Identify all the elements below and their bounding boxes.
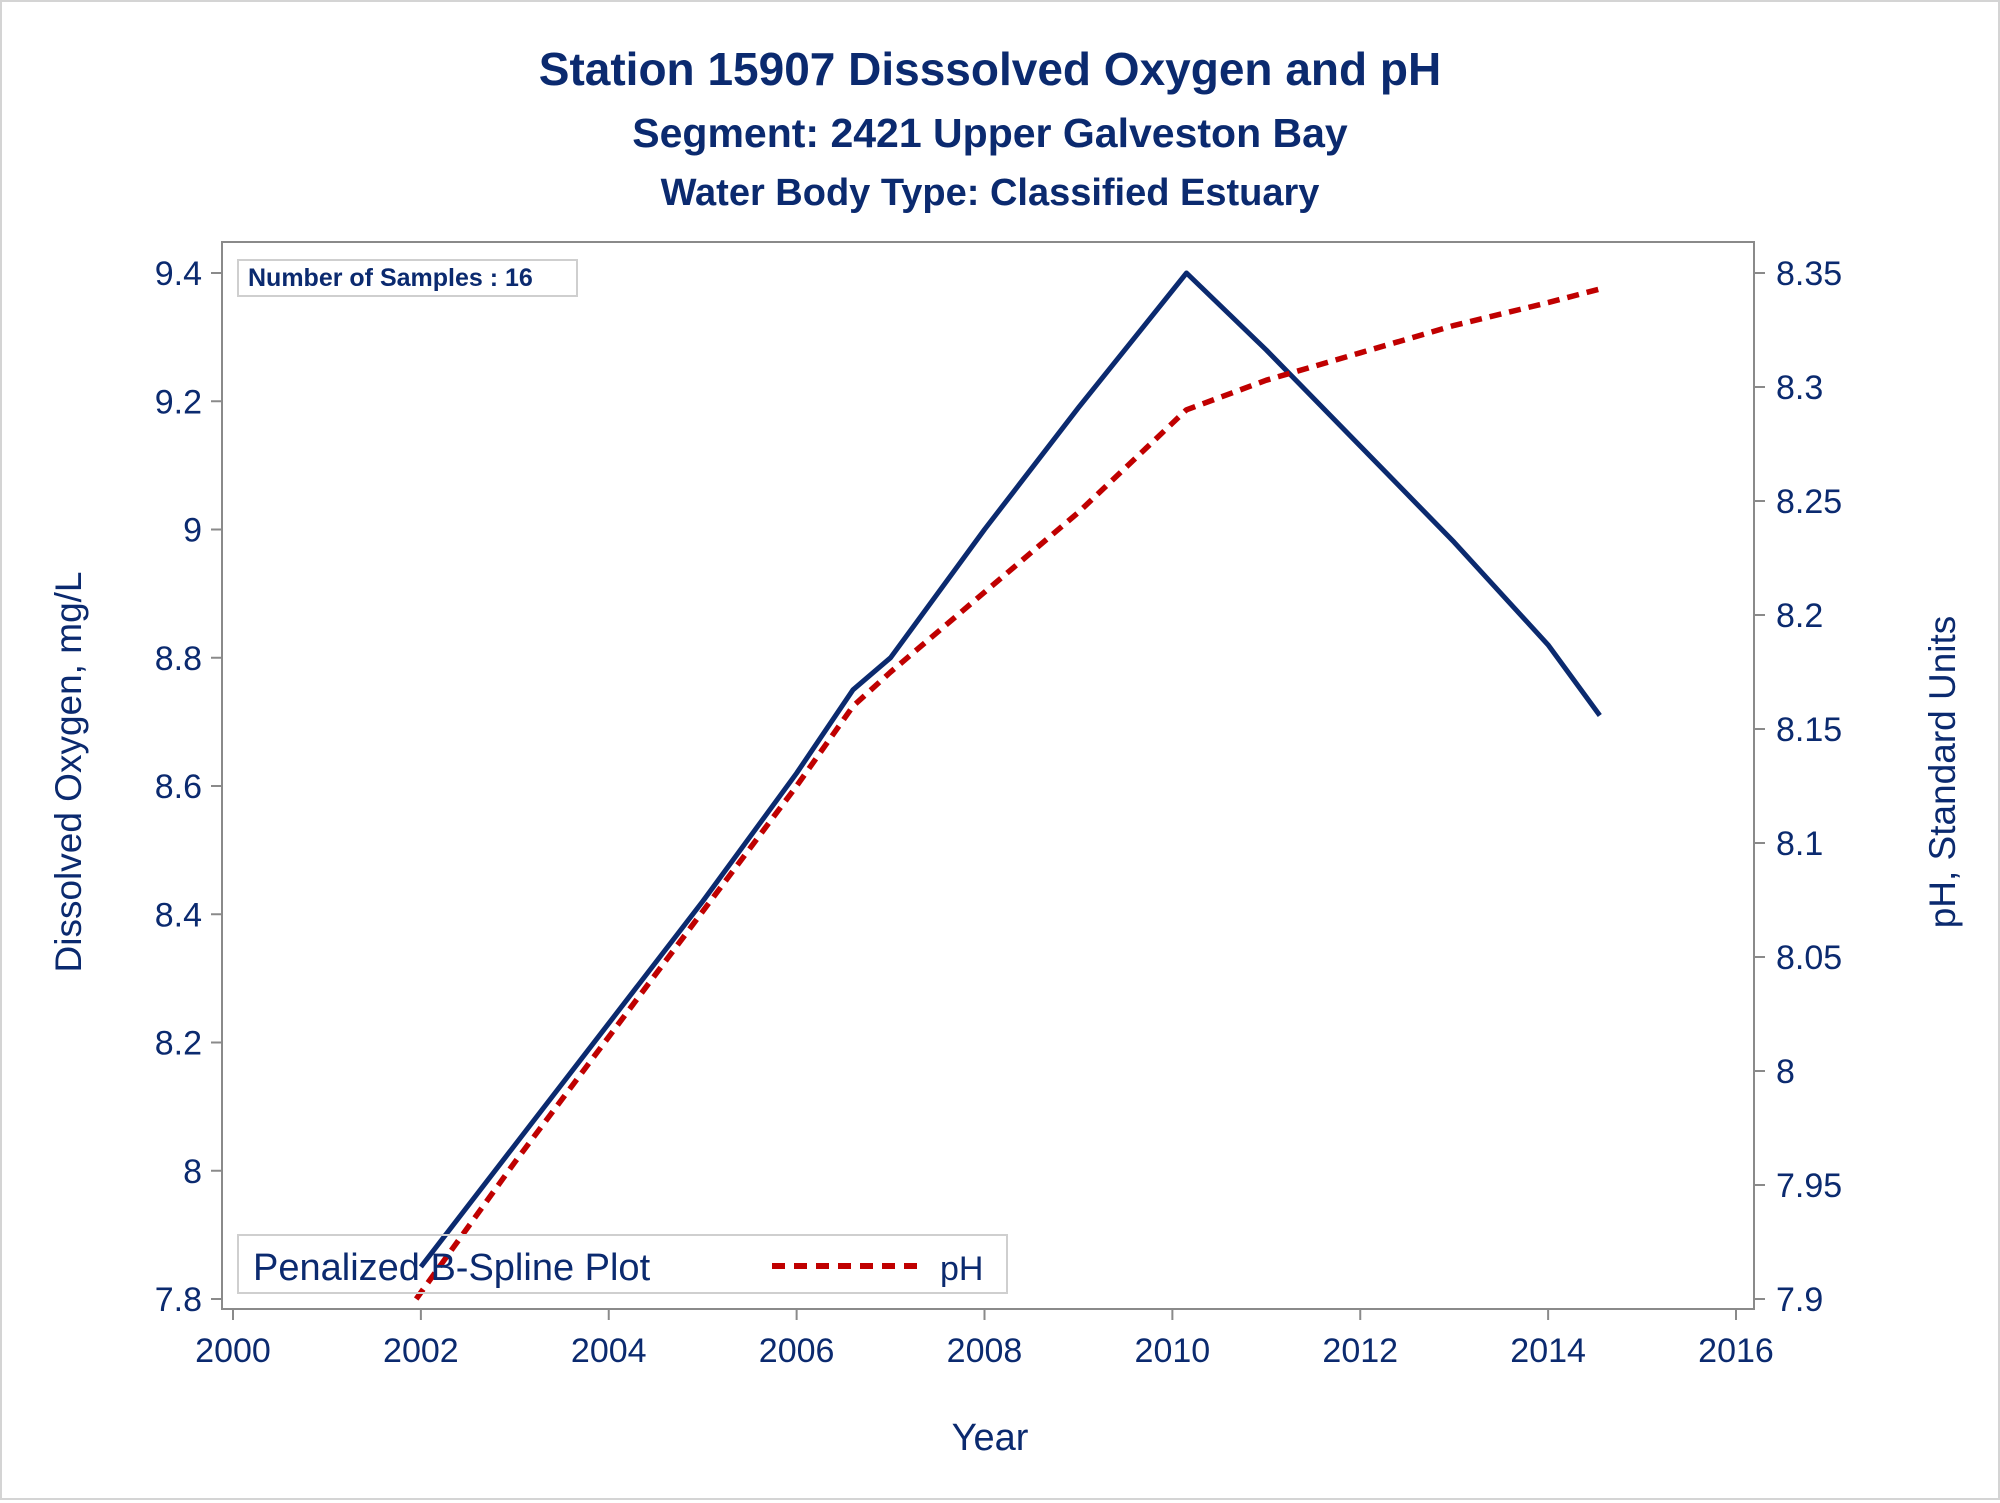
right-y-tick-label: 8.25 [1776,483,1842,521]
left-y-axis-label: Dissolved Oxygen, mg/L [48,571,89,972]
left-y-tick-label: 8.2 [155,1025,202,1063]
x-axis-label: Year [952,1417,1029,1459]
left-y-tick-label: 9.2 [155,383,202,421]
left-y-tick-label: 8 [183,1153,202,1191]
dissolved-oxygen-series-line [418,270,1602,1269]
right-y-tick-label: 8.3 [1776,369,1823,407]
x-tick-label: 2004 [571,1332,647,1370]
left-y-tick-label: 7.8 [155,1281,202,1319]
chart-subtitle-2: Water Body Type: Classified Estuary [661,172,1320,214]
x-tick-label: 2008 [947,1332,1023,1370]
x-tick-label: 2016 [1698,1332,1774,1370]
right-y-tick-label: 8.1 [1776,825,1823,863]
right-y-tick-label: 7.9 [1776,1281,1823,1319]
x-tick-label: 2006 [759,1332,835,1370]
right-y-tick-label: 7.95 [1776,1167,1842,1205]
x-tick-label: 2012 [1322,1332,1398,1370]
legend-ph-label: pH [940,1250,983,1288]
right-y-tick-label: 8.35 [1776,255,1842,293]
ph-series-line [413,286,1601,1301]
right-y-axis-label: pH, Standard Units [1922,616,1963,929]
left-y-tick-label: 8.4 [155,896,202,934]
x-tick-label: 2000 [195,1332,271,1370]
right-y-tick-label: 8 [1776,1053,1795,1091]
right-y-tick-label: 8.15 [1776,711,1842,749]
legend-border [237,1234,1008,1294]
chart-subtitle: Segment: 2421 Upper Galveston Bay [632,110,1348,156]
left-y-tick-label: 8.6 [155,768,202,806]
sample-count-text: Number of Samples : 16 [248,264,533,292]
plot-border [221,241,1755,1310]
right-y-tick-label: 8.05 [1776,939,1842,977]
x-tick-label: 2002 [383,1332,459,1370]
left-y-tick-label: 9 [183,512,202,550]
plot-area: 2000 2002 2004 2006 2008 2010 2012 2014 2016 7.8 8… [155,241,1842,1370]
x-tick-label: 2014 [1510,1332,1586,1370]
right-y-tick-label: 8.2 [1776,597,1823,635]
x-tick-label: 2010 [1135,1332,1211,1370]
chart-title: Station 15907 Disssolved Oxygen and pH [539,43,1441,95]
legend: Penalized B-Spline Plot pH [237,1234,1008,1294]
sample-count-box: Number of Samples : 16 [237,259,578,297]
sample-count-box-border [237,259,578,297]
legend-title: Penalized B-Spline Plot [253,1247,651,1289]
left-y-tick-label: 9.4 [155,255,202,293]
left-y-tick-label: 8.8 [155,640,202,678]
